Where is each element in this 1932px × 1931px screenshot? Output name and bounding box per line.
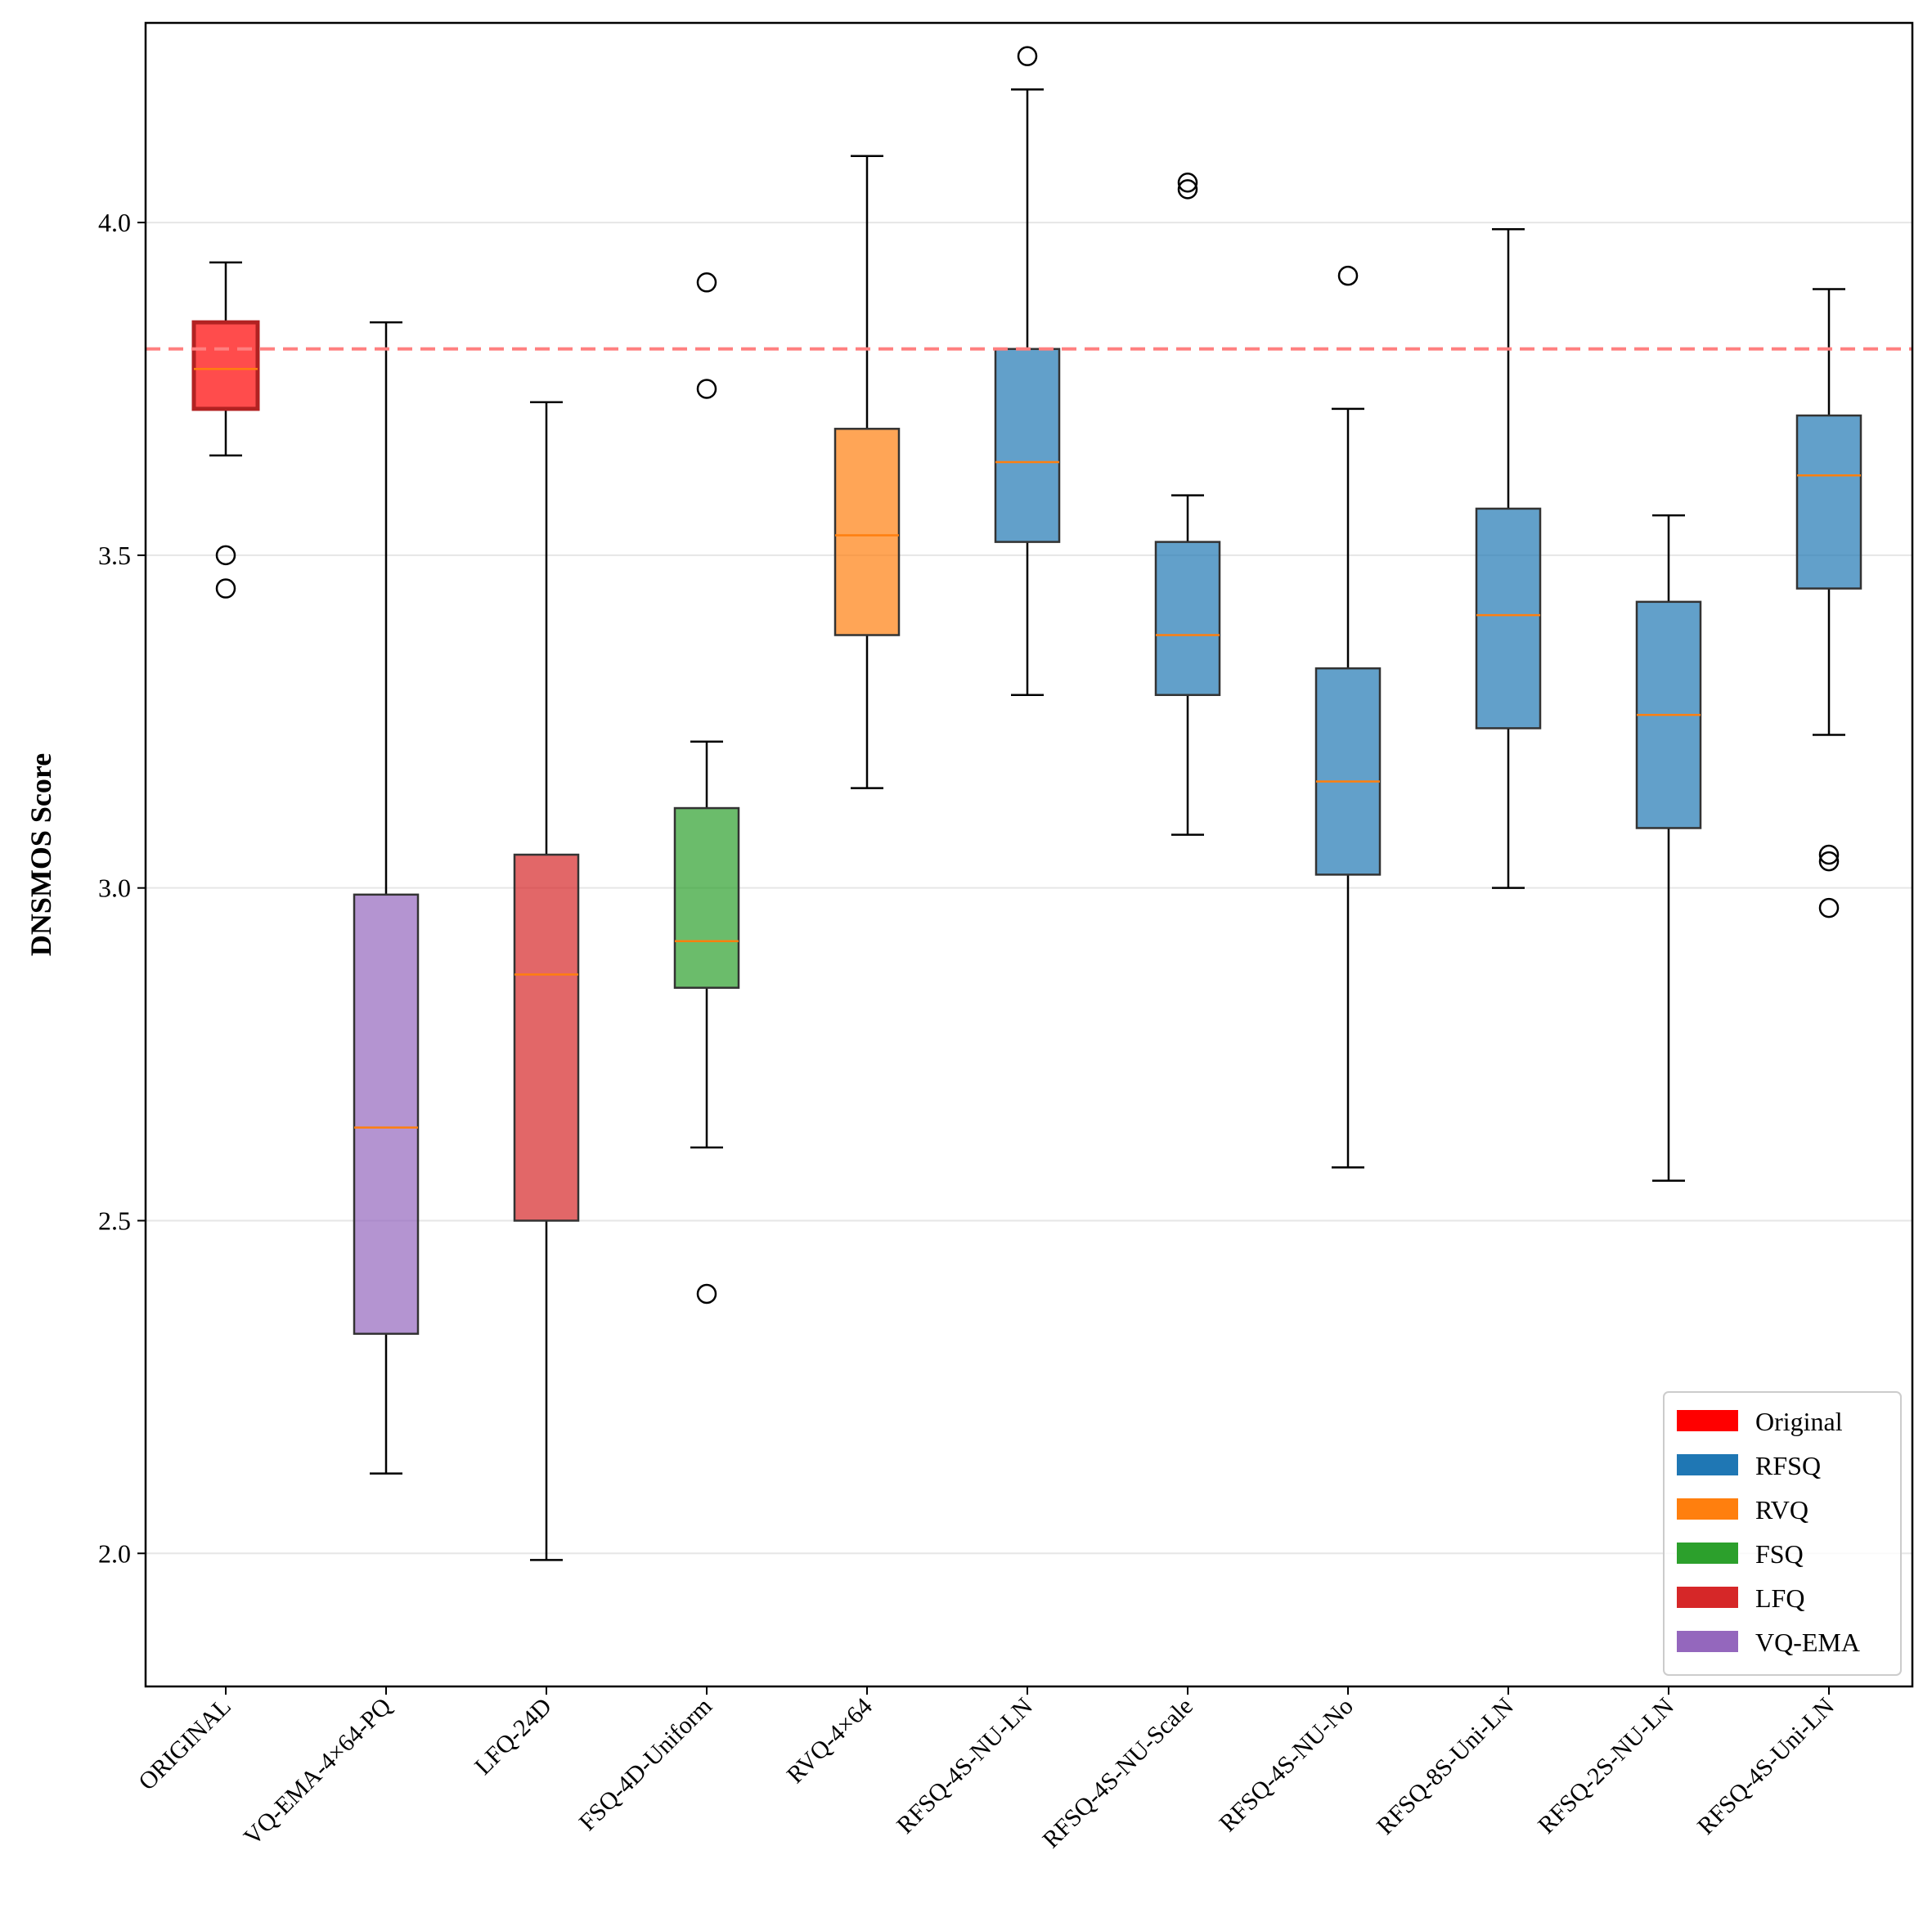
y-tick-label: 2.0 [98, 1538, 131, 1568]
outlier-point [696, 379, 717, 399]
box-group [1795, 288, 1862, 918]
x-tick-label: LFQ-24D [470, 1693, 557, 1781]
box-group [833, 155, 901, 789]
legend-swatch [1677, 1454, 1738, 1475]
x-axis-ticks: ORIGINAL VQ-EMA-4×64-PQ LFQ-24D FSQ-4D-Unif… [133, 1686, 1840, 1853]
legend-label: LFQ [1755, 1583, 1804, 1613]
box [1314, 667, 1382, 876]
axes-frame [144, 21, 1914, 1688]
box-group [673, 272, 740, 1305]
box [1795, 414, 1862, 590]
box [1475, 507, 1542, 730]
x-tick-label: RVQ-4×64 [782, 1693, 878, 1789]
x-tick-label: RFSQ-4S-NU-Scale [1037, 1693, 1198, 1854]
box-group [191, 261, 260, 599]
box [353, 893, 420, 1336]
y-axis-ticks: 2.0 2.5 3.0 3.5 4.0 [98, 208, 146, 1568]
legend-label: RVQ [1755, 1495, 1808, 1525]
x-tick-label: RFSQ-4S-Uni-LN [1692, 1693, 1840, 1840]
legend-swatch [1677, 1631, 1738, 1652]
box-group [1154, 173, 1221, 836]
x-tick-label: VQ-EMA-4×64-PQ [239, 1692, 397, 1850]
boxes [191, 46, 1862, 1561]
box-group [994, 46, 1061, 696]
legend-label: RFSQ [1755, 1451, 1821, 1480]
legend: Original RFSQ RVQ FSQ LFQ VQ-EMA [1663, 1391, 1902, 1676]
box [994, 348, 1061, 543]
outlier-point [215, 578, 236, 599]
x-tick-label: RFSQ-2S-NU-LN [1533, 1693, 1679, 1839]
y-tick-label: 3.0 [98, 873, 131, 903]
outlier-point [696, 1283, 717, 1305]
outlier-point [1017, 46, 1038, 66]
y-tick-label: 4.0 [98, 208, 131, 237]
box [513, 853, 580, 1222]
grid-lines [146, 222, 1912, 1555]
outlier-point [1337, 265, 1359, 286]
x-tick-label: FSQ-4D-Uniform [574, 1693, 717, 1836]
box-group [1475, 227, 1542, 889]
outlier-point [1818, 844, 1840, 865]
outlier-point [1818, 897, 1840, 918]
x-tick-label: RFSQ-4S-NU-No [1214, 1693, 1359, 1838]
box-group [353, 321, 420, 1475]
box [191, 320, 260, 411]
outlier-point [1818, 851, 1840, 872]
legend-swatch [1677, 1410, 1738, 1431]
outlier-point [1177, 173, 1198, 193]
y-tick-label: 2.5 [98, 1206, 131, 1235]
outlier-point [696, 272, 717, 293]
y-tick-label: 3.5 [98, 541, 131, 570]
legend-swatch [1677, 1498, 1738, 1520]
x-tick-label: RFSQ-8S-Uni-LN [1372, 1693, 1519, 1840]
legend-swatch [1677, 1543, 1738, 1564]
legend-label: FSQ [1755, 1539, 1804, 1569]
box [833, 428, 901, 636]
outlier-point [1177, 179, 1198, 200]
box-group [1314, 265, 1382, 1169]
x-tick-label: RFSQ-4S-NU-LN [892, 1693, 1038, 1839]
legend-swatch [1677, 1587, 1738, 1608]
box-group [513, 401, 580, 1561]
box [673, 806, 740, 989]
outlier-point [215, 545, 236, 566]
legend-label: VQ-EMA [1755, 1628, 1860, 1657]
box-group [1635, 514, 1702, 1182]
x-tick-label: ORIGINAL [133, 1693, 236, 1796]
legend-label: Original [1755, 1407, 1843, 1436]
y-axis-label: DNSMOS Score [25, 753, 57, 956]
box [1154, 541, 1221, 696]
